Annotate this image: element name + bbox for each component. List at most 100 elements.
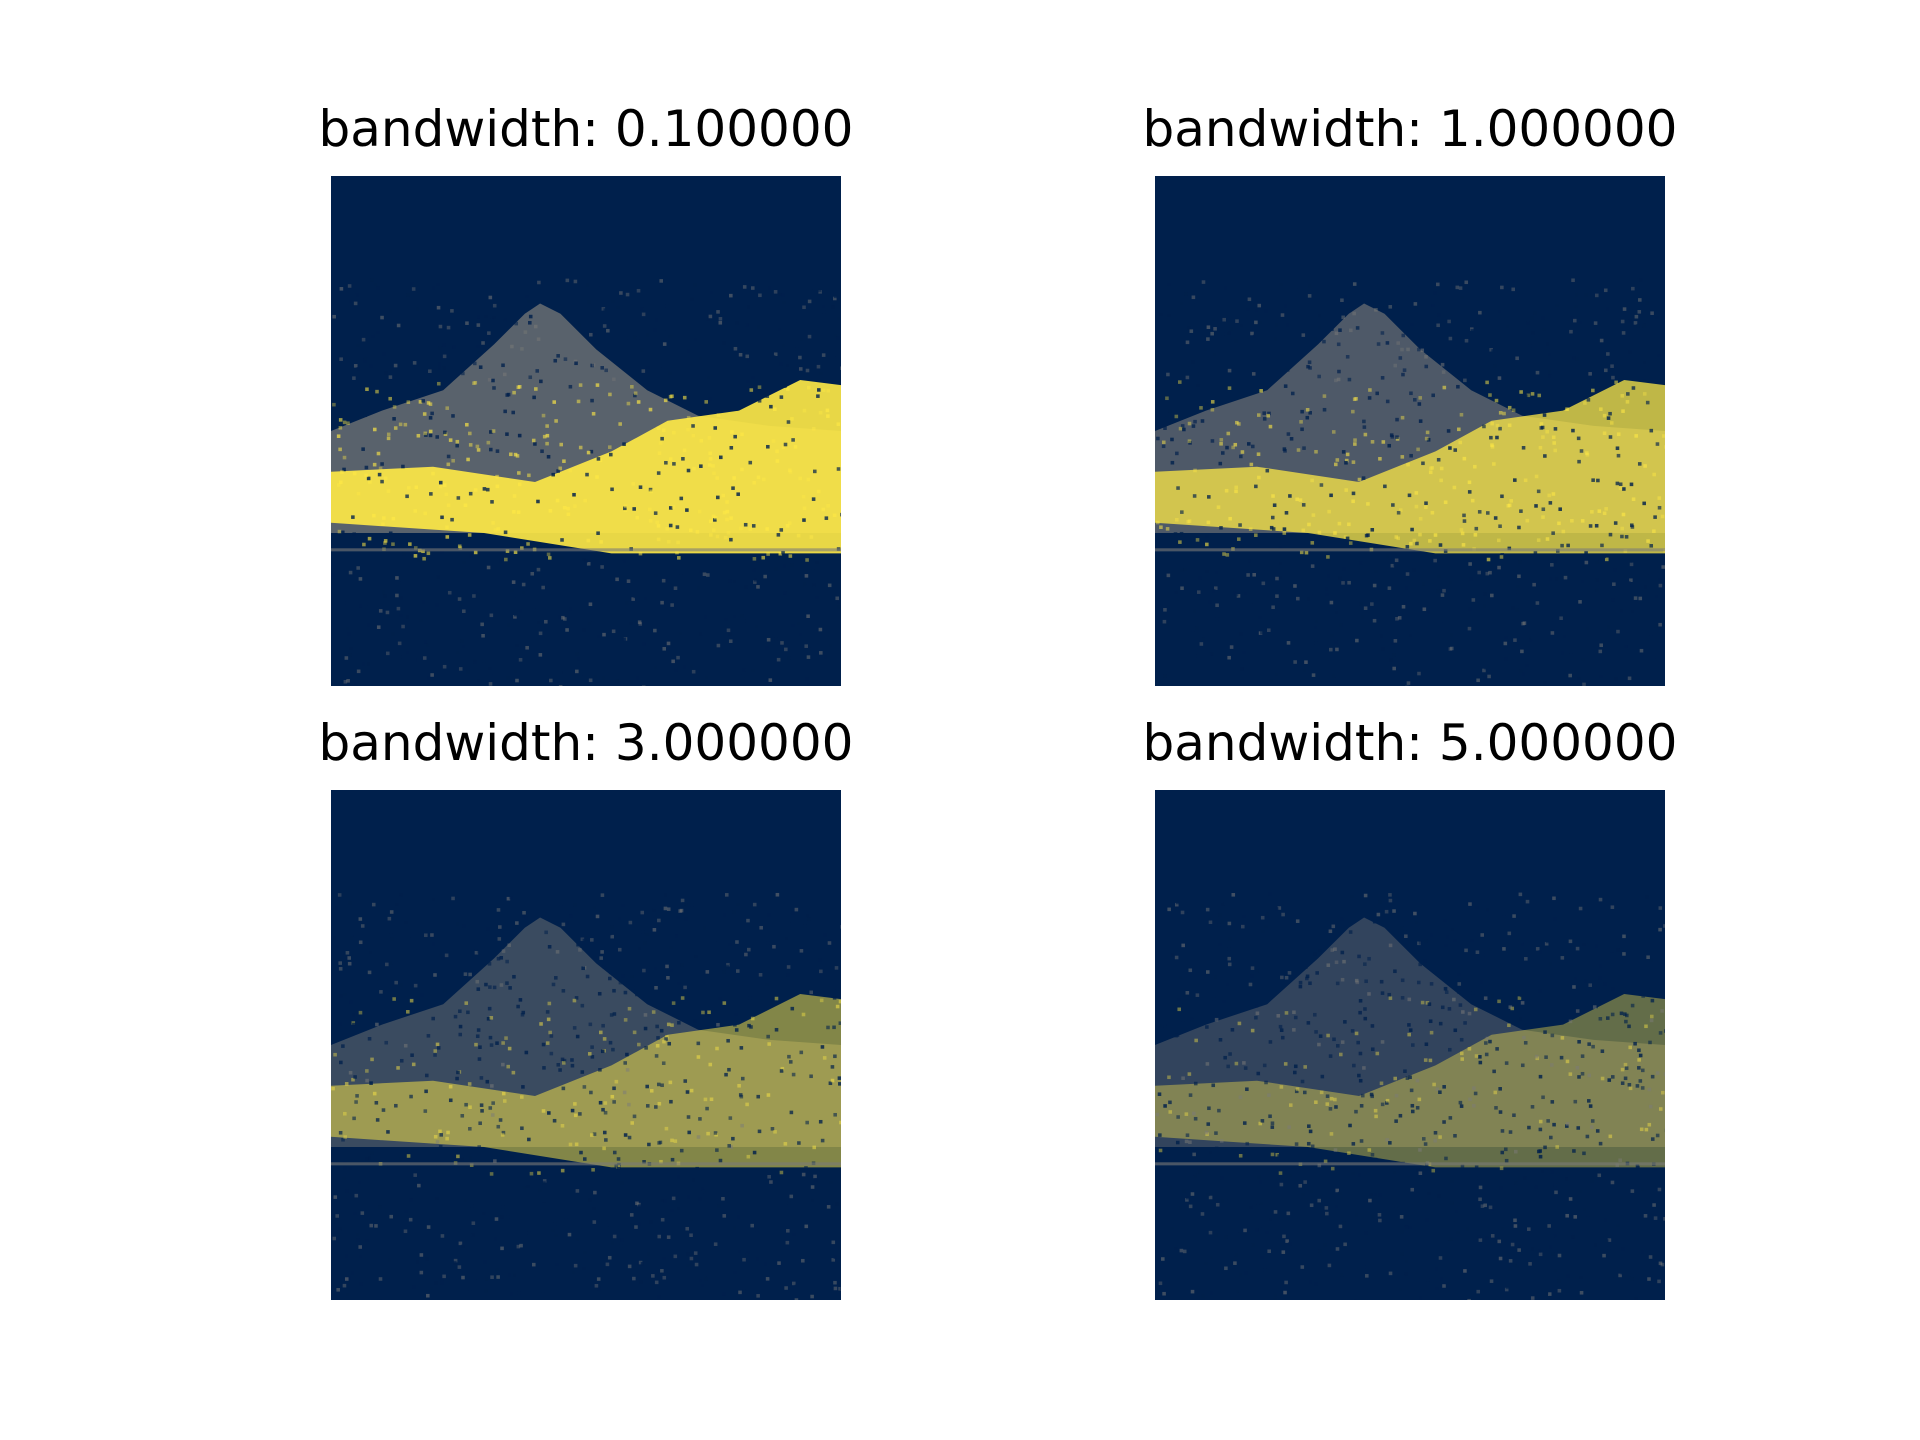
pixel-speckle	[685, 508, 689, 512]
pixel-speckle	[1497, 309, 1502, 314]
pixel-speckle	[1256, 1071, 1261, 1076]
pixel-speckle	[627, 1264, 632, 1269]
pixel-speckle	[1236, 594, 1241, 598]
pixel-speckle	[368, 950, 373, 955]
pixel-speckle	[342, 467, 346, 472]
pixel-speckle	[1299, 420, 1303, 424]
pixel-speckle	[1596, 478, 1600, 483]
pixel-speckle	[632, 1114, 637, 1119]
pixel-speckle	[1384, 909, 1389, 914]
pixel-speckle	[507, 1273, 512, 1277]
pixel-speckle	[615, 913, 619, 918]
pixel-speckle	[1442, 1085, 1446, 1089]
pixel-speckle	[1470, 329, 1475, 333]
pixel-speckle	[482, 1211, 486, 1216]
pixel-speckle	[833, 294, 838, 299]
pixel-speckle	[395, 585, 400, 590]
pixel-speckle	[1534, 504, 1538, 508]
pixel-speckle	[436, 575, 440, 580]
pixel-speckle	[353, 364, 358, 368]
pixel-speckle	[691, 669, 696, 674]
pixel-speckle	[1293, 1064, 1298, 1069]
pixel-speckle	[664, 577, 669, 582]
pixel-speckle	[637, 1042, 641, 1047]
pixel-speckle	[619, 1244, 623, 1248]
pixel-speckle	[746, 379, 751, 384]
pixel-speckle	[496, 1124, 501, 1129]
pixel-speckle	[403, 1043, 408, 1048]
pixel-speckle	[1208, 1230, 1213, 1235]
pixel-speckle	[1341, 315, 1345, 320]
panel-bandwidth-1.0: bandwidth: 1.000000	[1143, 104, 1677, 686]
pixel-speckle	[1526, 1227, 1531, 1231]
pixel-speckle	[1410, 1187, 1415, 1192]
pixel-speckle	[545, 1041, 550, 1045]
pixel-speckle	[1475, 905, 1480, 910]
pixel-speckle	[642, 642, 646, 646]
pixel-speckle	[1185, 1198, 1189, 1202]
pixel-speckle	[819, 969, 823, 974]
pixel-speckle	[1659, 343, 1664, 347]
pixel-speckle	[467, 1082, 472, 1086]
pixel-speckle	[492, 386, 496, 390]
pixel-speckle	[1258, 1227, 1262, 1231]
pixel-speckle	[1655, 1133, 1660, 1138]
pixel-speckle	[1275, 576, 1279, 581]
pixel-speckle	[1661, 565, 1665, 569]
pixel-speckle	[1281, 1250, 1286, 1254]
pixel-speckle	[742, 1289, 746, 1293]
pixel-speckle	[1629, 578, 1633, 583]
pixel-speckle	[1452, 345, 1457, 349]
pixel-speckle	[1314, 619, 1319, 624]
pixel-speckle	[332, 402, 336, 407]
pixel-speckle	[1482, 424, 1486, 429]
pixel-speckle	[1305, 974, 1310, 979]
pixel-speckle	[338, 957, 343, 961]
pixel-speckle	[1574, 304, 1578, 309]
pixel-speckle	[1183, 993, 1187, 998]
pixel-speckle	[811, 497, 816, 501]
pixel-speckle	[406, 293, 410, 297]
pixel-speckle	[592, 1132, 597, 1136]
pixel-speckle	[1159, 1249, 1164, 1254]
pixel-speckle	[1174, 518, 1179, 522]
pixel-speckle	[551, 982, 556, 987]
pixel-speckle	[1208, 600, 1212, 604]
pixel-speckle	[607, 931, 612, 936]
pixel-speckle	[1462, 513, 1466, 518]
pixel-speckle	[1193, 1081, 1198, 1086]
pixel-speckle	[525, 645, 529, 650]
pixel-speckle	[1244, 1271, 1248, 1275]
pixel-speckle	[682, 395, 687, 400]
pixel-speckle	[416, 1285, 421, 1289]
pixel-speckle	[1547, 493, 1552, 498]
pixel-speckle	[1536, 538, 1541, 542]
pixel-speckle	[1658, 583, 1663, 588]
pixel-speckle	[1246, 559, 1250, 564]
pixel-speckle	[367, 1156, 372, 1160]
pixel-speckle	[470, 1204, 474, 1208]
pixel-speckle	[411, 611, 416, 615]
pixel-speckle	[722, 341, 726, 345]
pixel-speckle	[637, 1204, 642, 1209]
pixel-speckle	[662, 428, 666, 433]
pixel-speckle	[631, 986, 635, 990]
pixel-speckle	[1301, 528, 1306, 533]
pixel-speckle	[538, 653, 543, 657]
pixel-speckle	[405, 650, 410, 655]
pixel-speckle	[721, 1292, 726, 1296]
pixel-speckle	[1525, 899, 1530, 904]
pixel-speckle	[1328, 929, 1333, 934]
pixel-speckle	[1502, 947, 1506, 951]
pixel-speckle	[461, 1244, 465, 1249]
pixel-speckle	[668, 281, 672, 286]
pixel-speckle	[696, 586, 701, 590]
pixel-speckle	[1175, 1140, 1180, 1145]
pixel-speckle	[1638, 596, 1643, 601]
pixel-speckle	[581, 1169, 585, 1174]
pixel-speckle	[381, 522, 385, 527]
pixel-speckle	[361, 562, 365, 567]
pixel-speckle	[338, 967, 343, 971]
pixel-speckle	[455, 443, 459, 448]
pixel-speckle	[419, 1253, 424, 1257]
